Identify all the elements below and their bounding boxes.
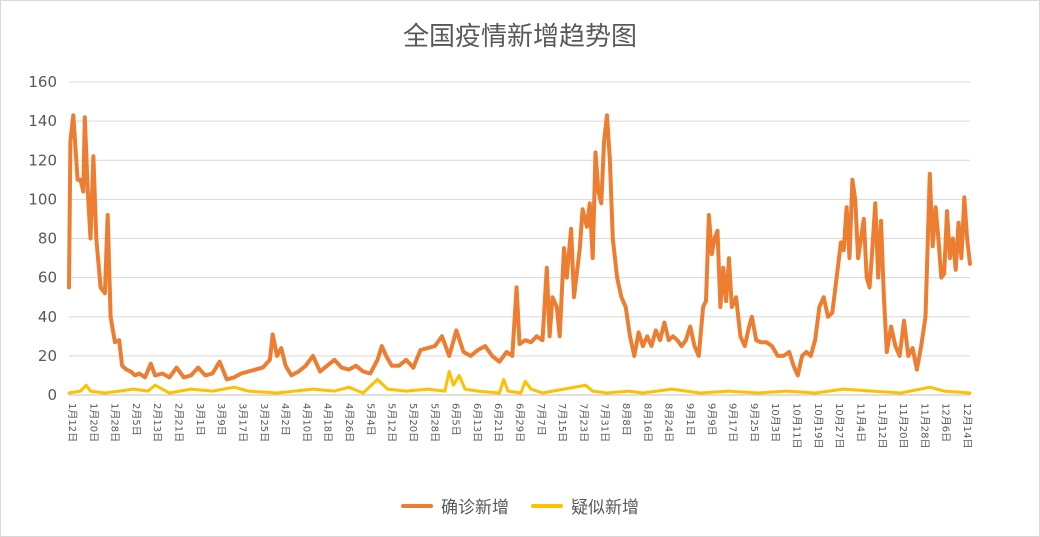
x-tick-label: 7月15日 bbox=[556, 403, 568, 442]
x-tick-label: 6月13日 bbox=[471, 403, 483, 442]
x-tick-label: 3月25日 bbox=[258, 403, 270, 442]
x-tick-label: 9月1日 bbox=[684, 403, 696, 436]
y-tick-label: 160 bbox=[28, 73, 57, 91]
x-tick-label: 7月31日 bbox=[599, 403, 611, 442]
x-tick-label: 1月12日 bbox=[66, 403, 78, 442]
series-lines bbox=[67, 113, 972, 395]
x-tick-label: 10月19日 bbox=[812, 403, 824, 448]
x-tick-label: 7月7日 bbox=[535, 403, 547, 436]
legend-label-confirmed: 确诊新增 bbox=[441, 498, 509, 518]
x-tick-label: 5月28日 bbox=[428, 403, 440, 442]
x-tick-label: 5月12日 bbox=[386, 403, 398, 442]
chart-title: 全国疫情新增趋势图 bbox=[402, 22, 637, 52]
x-tick-label: 1月28日 bbox=[109, 403, 121, 442]
y-axis-ticks: 0 20 40 60 80 100 120 140 160 bbox=[28, 73, 57, 404]
x-tick-label: 2月13日 bbox=[151, 403, 163, 442]
legend-item-confirmed[interactable]: 确诊新增 bbox=[401, 493, 509, 518]
x-tick-label: 5月20日 bbox=[407, 403, 419, 442]
x-tick-label: 3月17日 bbox=[236, 403, 248, 442]
x-tick-label: 11月28日 bbox=[918, 403, 930, 448]
y-tick-label: 0 bbox=[47, 386, 57, 404]
x-tick-label: 5月4日 bbox=[364, 403, 376, 436]
x-tick-label: 10月27日 bbox=[833, 403, 845, 448]
x-axis-ticks: 1月12日 1月20日 1月28日 2月5日 2月13日 2月21日 3月1日 3月9日 3月1… bbox=[66, 403, 973, 448]
x-tick-label: 11月20日 bbox=[897, 403, 909, 448]
y-tick-label: 120 bbox=[28, 151, 57, 169]
legend-label-suspected: 疑似新增 bbox=[571, 498, 639, 518]
x-tick-label: 6月5日 bbox=[450, 403, 462, 436]
x-tick-label: 9月17日 bbox=[727, 403, 739, 442]
legend: 确诊新增 疑似新增 bbox=[0, 493, 1040, 518]
series-line-suspected bbox=[67, 370, 972, 395]
x-tick-label: 2月5日 bbox=[130, 403, 142, 436]
x-tick-label: 3月1日 bbox=[194, 403, 206, 436]
x-tick-label: 8月24日 bbox=[663, 403, 675, 442]
y-tick-label: 100 bbox=[28, 190, 57, 208]
x-tick-label: 1月20日 bbox=[87, 403, 99, 442]
x-tick-label: 4月10日 bbox=[300, 403, 312, 442]
legend-swatch-confirmed bbox=[401, 503, 433, 508]
x-tick-label: 2月21日 bbox=[173, 403, 185, 442]
y-tick-label: 40 bbox=[38, 308, 57, 326]
x-tick-label: 8月8日 bbox=[620, 403, 632, 436]
y-tick-label: 60 bbox=[38, 269, 57, 287]
x-tick-label: 11月4日 bbox=[854, 403, 866, 442]
x-tick-label: 4月18日 bbox=[322, 403, 334, 442]
gridlines bbox=[69, 81, 970, 396]
x-tick-label: 12月14日 bbox=[961, 403, 973, 448]
x-tick-label: 11月12日 bbox=[876, 403, 888, 448]
series-line-confirmed bbox=[67, 113, 972, 382]
x-tick-label: 4月2日 bbox=[279, 403, 291, 436]
x-tick-label: 8月16日 bbox=[641, 403, 653, 442]
x-tick-label: 3月9日 bbox=[215, 403, 227, 436]
x-tick-label: 10月3日 bbox=[769, 403, 781, 442]
x-tick-label: 7月23日 bbox=[577, 403, 589, 442]
x-tick-label: 9月9日 bbox=[705, 403, 717, 436]
x-tick-label: 10月11日 bbox=[791, 403, 803, 448]
y-tick-label: 80 bbox=[38, 230, 57, 248]
x-tick-label: 12月6日 bbox=[940, 403, 952, 442]
y-tick-label: 20 bbox=[38, 347, 57, 365]
legend-swatch-suspected bbox=[531, 503, 563, 508]
x-tick-label: 9月25日 bbox=[748, 403, 760, 442]
legend-item-suspected[interactable]: 疑似新增 bbox=[531, 493, 639, 518]
x-tick-label: 6月29日 bbox=[514, 403, 526, 442]
x-tick-label: 6月21日 bbox=[492, 403, 504, 442]
x-tick-label: 4月26日 bbox=[343, 403, 355, 442]
y-tick-label: 140 bbox=[28, 112, 57, 130]
